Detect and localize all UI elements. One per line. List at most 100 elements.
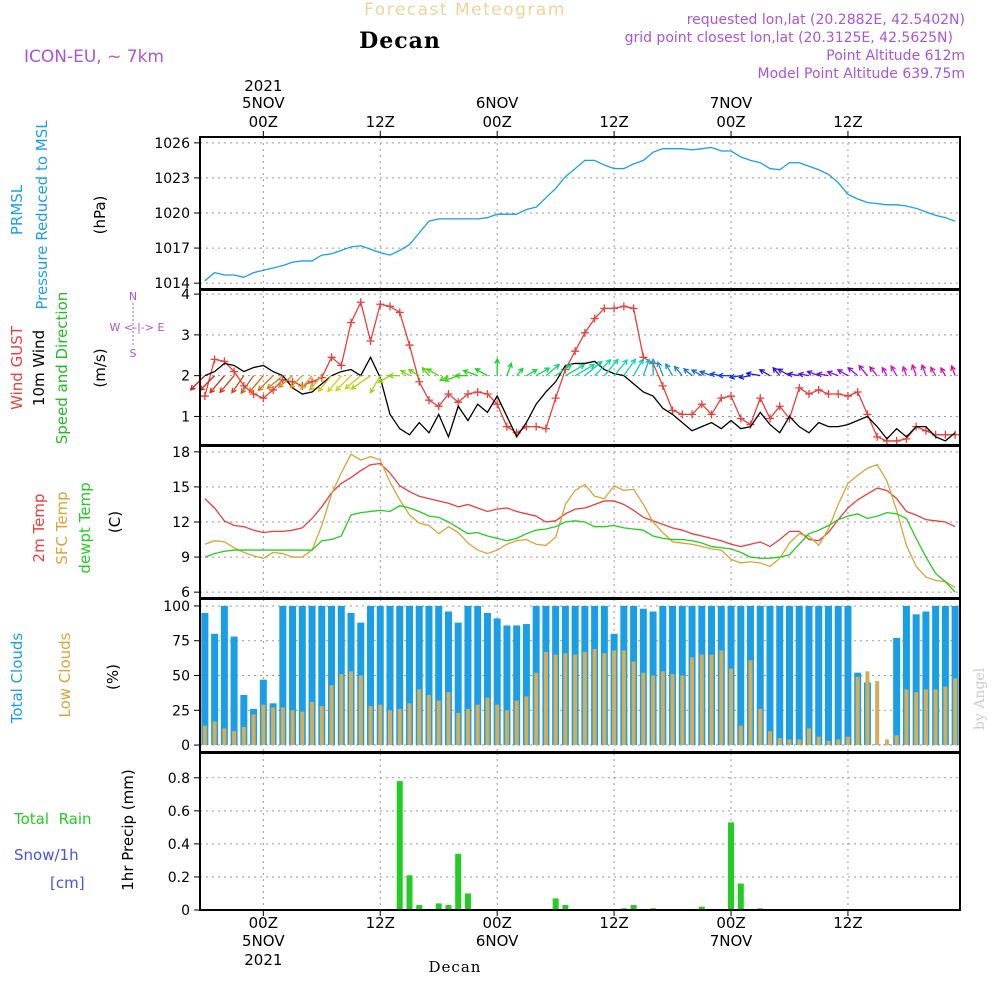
series-line-wind-gust [204,300,956,442]
wind-arrow [378,375,391,383]
wind-arrow-head [544,367,551,373]
wind-arrow-head [930,366,936,373]
wind-arrow-head [869,366,875,373]
bar-low-clouds [806,728,811,746]
gust-marker [571,347,580,356]
wind-arrow-head [806,370,813,376]
gust-marker [727,392,736,401]
bar-total-clouds [493,618,501,746]
ytick-label: 1017 [154,241,190,257]
bottom-station-label: Decan [429,958,482,976]
bar-total-clouds [951,605,959,746]
side-labels: PRMSL Pressure Reduced to MSL (hPa) Wind… [8,120,137,892]
gust-marker [269,385,278,394]
label-dewpt: dewpt Temp [76,482,94,573]
bar-low-clouds [475,704,480,746]
bar-total-clouds [834,605,842,746]
wind-arrow-head [847,366,854,373]
bar-low-clouds [426,694,431,746]
wind-arrow-head [317,385,324,393]
wind-arrow-head [901,365,908,372]
bar-total-clouds [405,605,413,746]
bar-low-clouds [534,672,539,746]
wind-arrow [209,375,225,394]
bar-total-rain [455,853,462,910]
bar-low-clouds [670,674,675,746]
wind-arrow [674,366,683,377]
wind-arrow [739,375,751,379]
bar-total-clouds [230,636,238,746]
time-label-top: 12Z [366,113,395,131]
bar-low-clouds [660,671,665,746]
wind-arrow-head [665,362,671,370]
wind-arrow [267,375,284,390]
time-label-bottom: 12Z [833,914,862,932]
wind-arrow [516,367,524,377]
wind-arrow-head [745,371,752,377]
wind-arrow [746,372,761,377]
bar-total-clouds [785,605,793,746]
gust-marker [337,361,346,370]
wind-arrow [837,369,849,377]
wind-arrow-head [596,360,603,367]
ytick-label: 0.2 [168,870,190,886]
bar-total-clouds [279,605,287,746]
bar-total-rain [445,905,452,910]
time-label-top: 00Z [482,113,511,131]
wind-arrow-head [690,369,698,375]
date-label-bottom: 6NOV [476,932,519,950]
wind-arrow [807,370,819,377]
wind-arrow [289,375,303,389]
wind-arrow [902,366,908,376]
bar-low-clouds [319,706,324,746]
gust-marker [532,422,541,431]
ytick-label: 0 [181,738,190,754]
bar-low-clouds [777,738,782,746]
series-line-dewpt-temp [204,504,956,593]
bar-total-rain [737,883,744,910]
time-label-bottom: 12Z [366,914,395,932]
wind-arrow-head [517,367,524,374]
bar-low-clouds [943,686,948,746]
wind-arrow [869,366,878,377]
wind-arrow-head [605,358,612,365]
wind-arrow-head [219,387,226,394]
gust-marker [541,424,550,433]
watermark: by Angel [972,667,988,730]
bar-low-clouds [914,692,919,746]
wind-arrow-head [407,369,414,375]
bar-total-clouds [815,605,823,746]
bar-low-clouds [621,650,626,746]
wind-arrow-head [566,364,573,370]
wind-arrow [623,358,636,377]
wind-arrow-head [650,357,657,364]
wind-arrow [642,359,650,376]
gust-marker [775,402,784,411]
wind-arrow [584,360,603,377]
wind-arrow [788,373,800,377]
bar-low-clouds [699,654,704,746]
series-line-prmsl [204,146,956,282]
gust-marker [834,390,843,399]
wind-arrow-head [881,366,887,373]
gust-marker [415,377,424,386]
bar-low-clouds [768,731,772,746]
bar-total-clouds [240,694,248,746]
wind-arrow [421,367,430,377]
series-line-2m-temp [204,462,956,548]
bar-total-clouds [454,622,462,746]
wind-arrow [300,375,313,390]
wind-arrow-head [289,382,296,389]
gust-marker [678,410,687,419]
wind-arrow-head [656,360,663,368]
bar-low-clouds [680,675,685,746]
time-label-top: 00Z [249,113,278,131]
label-total-clouds: Total Clouds [8,633,26,725]
bar-low-clouds [436,700,441,746]
bar-total-clouds [824,605,832,746]
compass-n: N [129,290,137,303]
wind-arrow-head [758,369,765,375]
bar-low-clouds [884,739,889,746]
wind-arrow [506,363,512,376]
